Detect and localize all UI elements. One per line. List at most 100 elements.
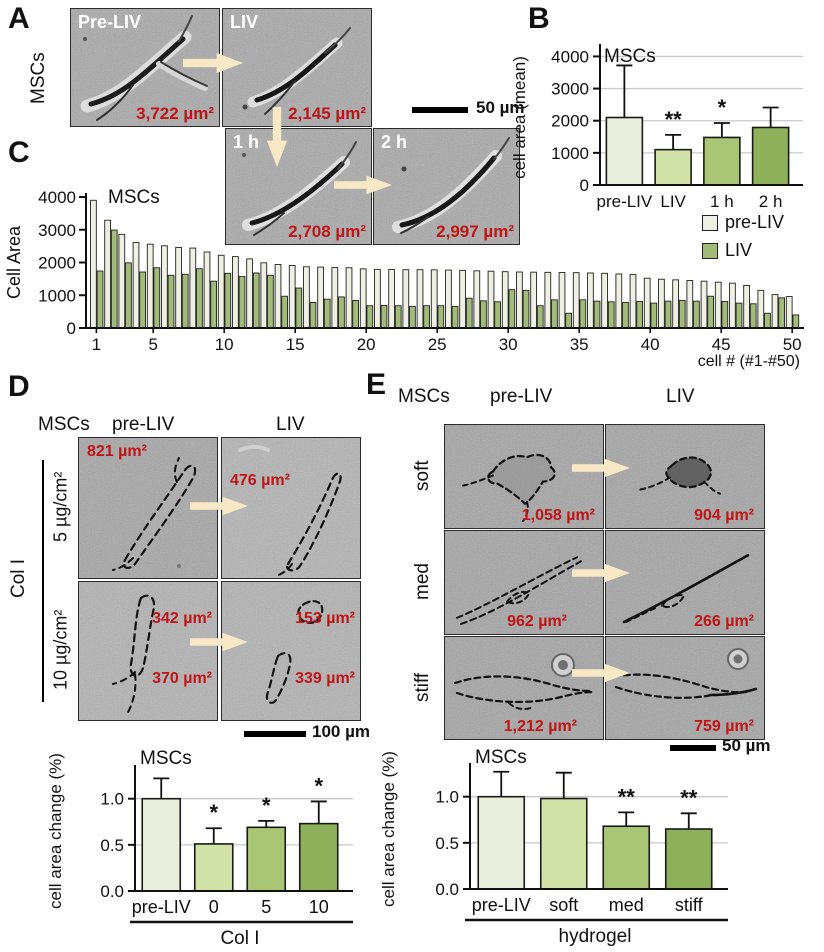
cell-area-value: 759 µm² bbox=[694, 718, 754, 735]
svg-text:10: 10 bbox=[215, 335, 234, 354]
bar-0 bbox=[193, 843, 234, 892]
legend-swatch-pre-liv bbox=[702, 214, 718, 231]
legend-label-pre-liv: pre-LIV bbox=[725, 212, 785, 232]
micrograph-image bbox=[374, 129, 519, 244]
svg-text:**: ** bbox=[680, 785, 698, 810]
scale-bar-a bbox=[412, 107, 468, 113]
svg-text:cell area change (%): cell area change (%) bbox=[379, 751, 398, 907]
micrograph-col1-10-liv: 153 µm² 339 µm² bbox=[221, 581, 361, 721]
micrograph-image bbox=[71, 9, 219, 126]
micrograph-image bbox=[79, 582, 217, 720]
legend: pre-LIV LIV bbox=[702, 212, 784, 261]
bar-soft bbox=[539, 797, 588, 890]
svg-text:15: 15 bbox=[286, 335, 305, 354]
legend-item-liv: LIV bbox=[702, 240, 784, 261]
svg-text:3000: 3000 bbox=[38, 221, 76, 240]
svg-text:0.5: 0.5 bbox=[100, 836, 124, 855]
svg-text:pre-LIV: pre-LIV bbox=[472, 895, 531, 915]
micrograph-image bbox=[606, 425, 764, 528]
micrograph-stiff-pre: 1,212 µm² bbox=[444, 636, 604, 740]
micrograph-image bbox=[606, 531, 764, 634]
bar-10 bbox=[298, 822, 339, 892]
svg-text:0: 0 bbox=[209, 897, 219, 917]
cell-area-value: 370 µm² bbox=[152, 670, 212, 687]
micrograph-condition-label: Pre-LIV bbox=[78, 12, 142, 32]
svg-text:40: 40 bbox=[641, 335, 660, 354]
svg-text:1000: 1000 bbox=[38, 286, 76, 305]
svg-text:4000: 4000 bbox=[38, 188, 76, 207]
bar-med bbox=[602, 825, 651, 890]
panel-d-col-pre-liv: pre-LIV bbox=[112, 414, 175, 435]
panel-letter-d: D bbox=[8, 370, 30, 403]
panel-e-row-label-soft: soft bbox=[412, 460, 433, 491]
micrograph-med-liv: 266 µm² bbox=[605, 530, 765, 635]
svg-text:Col I: Col I bbox=[220, 928, 259, 949]
svg-text:2000: 2000 bbox=[38, 254, 76, 273]
svg-text:35: 35 bbox=[570, 335, 589, 354]
bar-5 bbox=[246, 826, 287, 892]
svg-text:**: ** bbox=[618, 784, 636, 809]
legend-item-pre-liv: pre-LIV bbox=[702, 212, 784, 233]
svg-text:LIV: LIV bbox=[660, 192, 686, 211]
cell-area-value: 1,058 µm² bbox=[521, 507, 595, 524]
svg-text:3000: 3000 bbox=[551, 80, 589, 99]
svg-text:0.0: 0.0 bbox=[100, 882, 124, 901]
bar-stiff bbox=[664, 828, 713, 890]
panel-letter-c: C bbox=[8, 136, 30, 169]
panel-d-col-liv: LIV bbox=[276, 414, 305, 435]
panel-d-row-label-10: 10 µg/cm² bbox=[50, 609, 71, 691]
panel-d-side-group-label: Col I bbox=[8, 558, 29, 598]
micrograph-image bbox=[445, 531, 603, 634]
svg-text:cell # (#1-#50): cell # (#1-#50) bbox=[698, 353, 800, 370]
svg-text:*: * bbox=[209, 800, 218, 825]
cell-area-value: 821 µm² bbox=[87, 443, 147, 460]
svg-text:**: ** bbox=[665, 107, 683, 132]
svg-text:*: * bbox=[314, 773, 323, 798]
cell-area-value: 342 µm² bbox=[152, 610, 212, 627]
cell-area-value: 476 µm² bbox=[230, 472, 290, 489]
scale-bar-d bbox=[244, 731, 306, 737]
bar-pre-LIV bbox=[141, 797, 182, 892]
scale-bar-e bbox=[670, 745, 716, 751]
svg-text:25: 25 bbox=[428, 335, 447, 354]
svg-text:pre-LIV: pre-LIV bbox=[132, 897, 191, 917]
legend-swatch-liv bbox=[702, 242, 718, 259]
svg-text:Cell Area: Cell Area bbox=[4, 225, 24, 299]
panel-e-col-liv: LIV bbox=[666, 386, 695, 407]
svg-text:MSCs: MSCs bbox=[475, 747, 527, 768]
svg-text:45: 45 bbox=[712, 335, 731, 354]
micrograph-image bbox=[445, 637, 603, 739]
row-label-mscs-a: MSCs bbox=[28, 52, 49, 104]
micrograph-image bbox=[222, 582, 360, 720]
panel-e-row-label-stiff: stiff bbox=[412, 672, 433, 702]
micrograph-soft-liv: 904 µm² bbox=[605, 424, 765, 529]
cell-area-value: 962 µm² bbox=[507, 613, 567, 630]
micrograph-image bbox=[222, 438, 360, 578]
svg-text:*: * bbox=[718, 95, 727, 120]
svg-text:0: 0 bbox=[580, 176, 589, 195]
micrograph-condition-label: 1 h bbox=[233, 132, 260, 152]
panel-letter-b: B bbox=[528, 2, 550, 35]
panel-e-row-label-med: med bbox=[412, 563, 433, 600]
svg-text:*: * bbox=[262, 793, 271, 818]
cell-area-value: 339 µm² bbox=[295, 670, 355, 687]
micrograph-col1-5-pre: 821 µm² bbox=[78, 437, 218, 579]
bar-2 h bbox=[751, 126, 790, 186]
micrograph-2h: 2 h 2,997 µm² bbox=[373, 128, 520, 245]
panel-letter-a: A bbox=[8, 2, 30, 35]
panel-d-group-label: MSCs bbox=[38, 414, 90, 435]
svg-text:1 h: 1 h bbox=[710, 192, 734, 211]
micrograph-image bbox=[606, 637, 764, 739]
micrograph-liv: LIV 2,145 µm² bbox=[222, 8, 372, 127]
svg-text:5: 5 bbox=[261, 897, 271, 917]
svg-text:30: 30 bbox=[499, 335, 518, 354]
chart-area-change-col1: pre-LIV * 0 * 5 * 10 0.0 0.5 1.0 cell area change … bbox=[46, 748, 353, 949]
micrograph-condition-label: 2 h bbox=[381, 132, 408, 152]
micrograph-med-pre: 962 µm² bbox=[444, 530, 604, 635]
svg-text:soft: soft bbox=[549, 895, 578, 915]
svg-text:MSCs: MSCs bbox=[604, 46, 656, 67]
svg-text:cell area (mean): cell area (mean) bbox=[510, 56, 529, 179]
svg-text:0.5: 0.5 bbox=[435, 834, 459, 853]
panel-letter-e: E bbox=[366, 368, 387, 401]
svg-text:20: 20 bbox=[357, 335, 376, 354]
